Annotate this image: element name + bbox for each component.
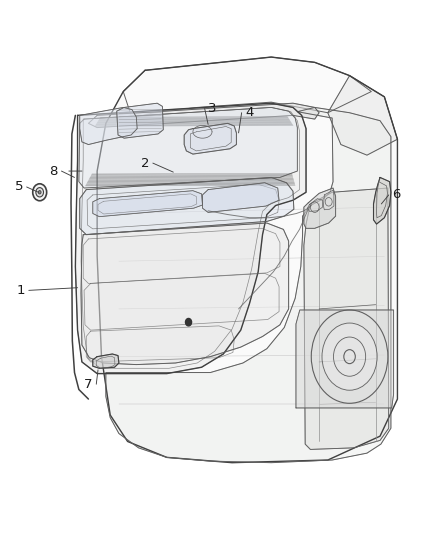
Polygon shape [296, 310, 394, 408]
Polygon shape [304, 188, 336, 228]
Polygon shape [80, 177, 294, 235]
Circle shape [323, 324, 376, 389]
Polygon shape [184, 123, 237, 154]
Circle shape [185, 318, 191, 326]
Polygon shape [80, 108, 137, 144]
Text: 3: 3 [208, 102, 217, 115]
Text: 4: 4 [245, 106, 254, 119]
Text: 6: 6 [392, 189, 401, 201]
Polygon shape [79, 108, 297, 188]
Polygon shape [93, 354, 119, 368]
Polygon shape [81, 223, 289, 365]
Text: 1: 1 [17, 284, 25, 297]
Polygon shape [117, 103, 163, 138]
Polygon shape [106, 108, 391, 463]
Circle shape [33, 184, 47, 201]
Polygon shape [75, 103, 306, 374]
Polygon shape [202, 183, 279, 213]
Polygon shape [97, 57, 397, 463]
Text: 5: 5 [14, 181, 23, 193]
Circle shape [36, 188, 43, 197]
Circle shape [38, 191, 41, 194]
Text: 2: 2 [141, 157, 149, 169]
Polygon shape [374, 177, 391, 224]
Polygon shape [93, 191, 202, 216]
Polygon shape [328, 76, 397, 155]
Polygon shape [304, 188, 389, 449]
Text: 7: 7 [84, 378, 93, 391]
Text: 8: 8 [49, 165, 58, 177]
Polygon shape [88, 103, 319, 127]
